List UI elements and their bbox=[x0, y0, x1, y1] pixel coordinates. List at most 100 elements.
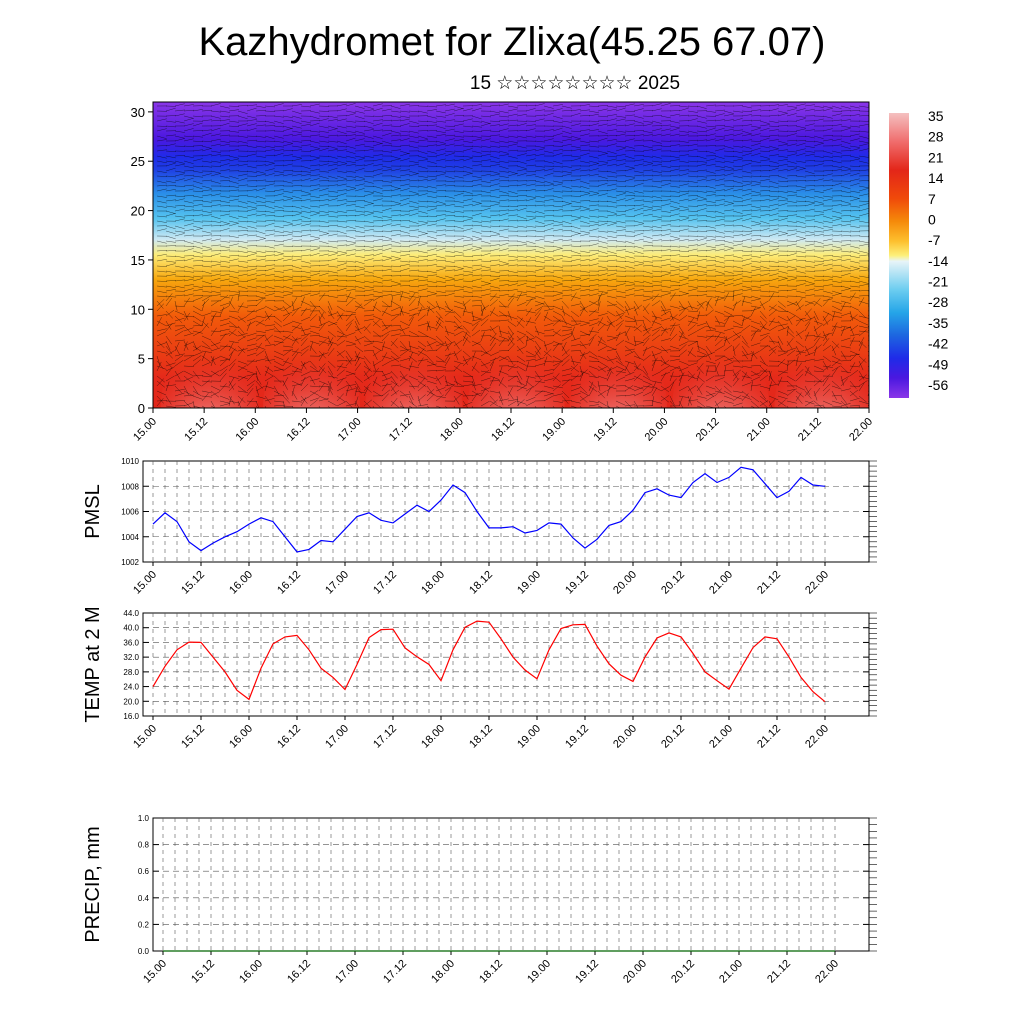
wind-barb bbox=[606, 230, 617, 233]
wind-barb bbox=[867, 391, 869, 397]
wind-barb bbox=[246, 310, 257, 313]
wind-barb bbox=[462, 320, 473, 325]
wind-barb bbox=[201, 185, 212, 189]
wind-barb bbox=[813, 105, 824, 108]
wind-barb bbox=[570, 109, 581, 112]
wind-barb bbox=[525, 317, 532, 327]
wind-barb bbox=[426, 105, 437, 108]
wind-barb bbox=[822, 267, 833, 272]
wind-barb bbox=[732, 155, 743, 159]
wind-barb bbox=[183, 270, 194, 273]
wind-barb bbox=[228, 258, 239, 262]
wind-barb bbox=[399, 250, 410, 252]
wind-barb bbox=[174, 354, 184, 362]
wind-barb bbox=[633, 365, 643, 372]
wind-barb bbox=[651, 128, 662, 132]
wind-barb bbox=[795, 317, 806, 322]
wind-barb bbox=[570, 337, 581, 342]
wind-barb bbox=[678, 173, 689, 177]
wind-barb bbox=[849, 350, 860, 356]
wind-barb bbox=[696, 134, 707, 137]
wind-barb bbox=[687, 396, 692, 407]
wind-barb bbox=[561, 138, 572, 142]
wind-barb bbox=[255, 380, 263, 389]
wind-barb bbox=[570, 303, 581, 307]
wind-barb bbox=[273, 258, 284, 262]
wind-barb bbox=[570, 113, 581, 117]
wind-barb bbox=[822, 295, 833, 298]
wind-barb bbox=[579, 405, 582, 408]
wind-barb bbox=[363, 323, 371, 332]
wind-barb bbox=[642, 200, 653, 203]
wind-barb bbox=[264, 279, 275, 282]
wind-barb bbox=[192, 380, 202, 387]
wind-barb bbox=[741, 130, 752, 135]
wind-barb bbox=[246, 305, 257, 307]
wind-barb bbox=[282, 364, 292, 372]
wind-barb bbox=[570, 285, 581, 287]
wind-barb bbox=[660, 103, 671, 107]
wind-barb bbox=[309, 253, 320, 257]
wind-barb bbox=[282, 125, 293, 129]
wind-barb bbox=[282, 134, 293, 137]
wind-barb bbox=[255, 170, 266, 174]
wind-barb bbox=[849, 324, 859, 332]
wind-barb bbox=[282, 190, 293, 193]
wind-barb bbox=[183, 184, 194, 187]
wind-barb bbox=[390, 134, 401, 137]
wind-barb bbox=[174, 109, 185, 112]
wind-barb bbox=[327, 386, 332, 397]
wind-barb bbox=[633, 340, 644, 343]
wind-barb bbox=[417, 395, 421, 406]
wind-barb bbox=[498, 405, 504, 408]
wind-barb bbox=[741, 245, 752, 249]
wind-barb bbox=[606, 108, 617, 112]
wind-barb bbox=[669, 120, 680, 124]
wind-barb bbox=[246, 373, 255, 382]
wind-barb bbox=[282, 335, 293, 341]
wind-barb bbox=[264, 290, 275, 293]
wind-barb bbox=[345, 219, 356, 222]
wind-barb bbox=[759, 120, 770, 125]
wind-barb bbox=[309, 340, 320, 345]
wind-barb bbox=[597, 160, 608, 163]
wind-barb bbox=[525, 164, 536, 167]
wind-barb bbox=[822, 332, 830, 342]
wind-barb bbox=[183, 223, 194, 227]
wind-barb bbox=[390, 280, 401, 285]
wind-barb bbox=[219, 122, 230, 127]
wind-barb bbox=[237, 291, 240, 302]
wind-barb bbox=[273, 290, 284, 293]
wind-barb bbox=[759, 273, 770, 277]
wind-barb bbox=[264, 328, 275, 332]
wind-barb bbox=[417, 193, 428, 197]
wind-barb bbox=[804, 294, 815, 297]
wind-barb bbox=[444, 143, 455, 147]
wind-barb bbox=[651, 380, 662, 384]
wind-barb bbox=[381, 300, 391, 308]
wind-barb bbox=[399, 374, 408, 382]
wind-barb bbox=[201, 295, 211, 302]
wind-barb bbox=[237, 215, 248, 219]
wind-barb bbox=[291, 104, 302, 107]
wind-barb bbox=[552, 195, 563, 199]
wind-barb bbox=[471, 183, 482, 187]
wind-barb bbox=[570, 135, 581, 140]
wind-barb bbox=[759, 127, 770, 132]
wind-barb bbox=[732, 145, 743, 148]
wind-barb bbox=[534, 375, 545, 377]
wind-barb bbox=[552, 140, 563, 143]
wind-barb bbox=[183, 293, 194, 297]
wind-barb bbox=[498, 123, 509, 127]
wind-barb bbox=[723, 110, 734, 114]
wind-barb bbox=[435, 148, 446, 152]
wind-barb bbox=[435, 115, 446, 118]
wind-barb bbox=[642, 370, 650, 379]
wind-barb bbox=[354, 110, 365, 114]
wind-barb bbox=[453, 395, 460, 405]
wind-barb bbox=[687, 373, 696, 382]
wind-barb bbox=[849, 353, 858, 362]
wind-barb bbox=[435, 184, 446, 187]
wind-barb bbox=[228, 215, 239, 219]
wind-barb bbox=[588, 252, 599, 257]
